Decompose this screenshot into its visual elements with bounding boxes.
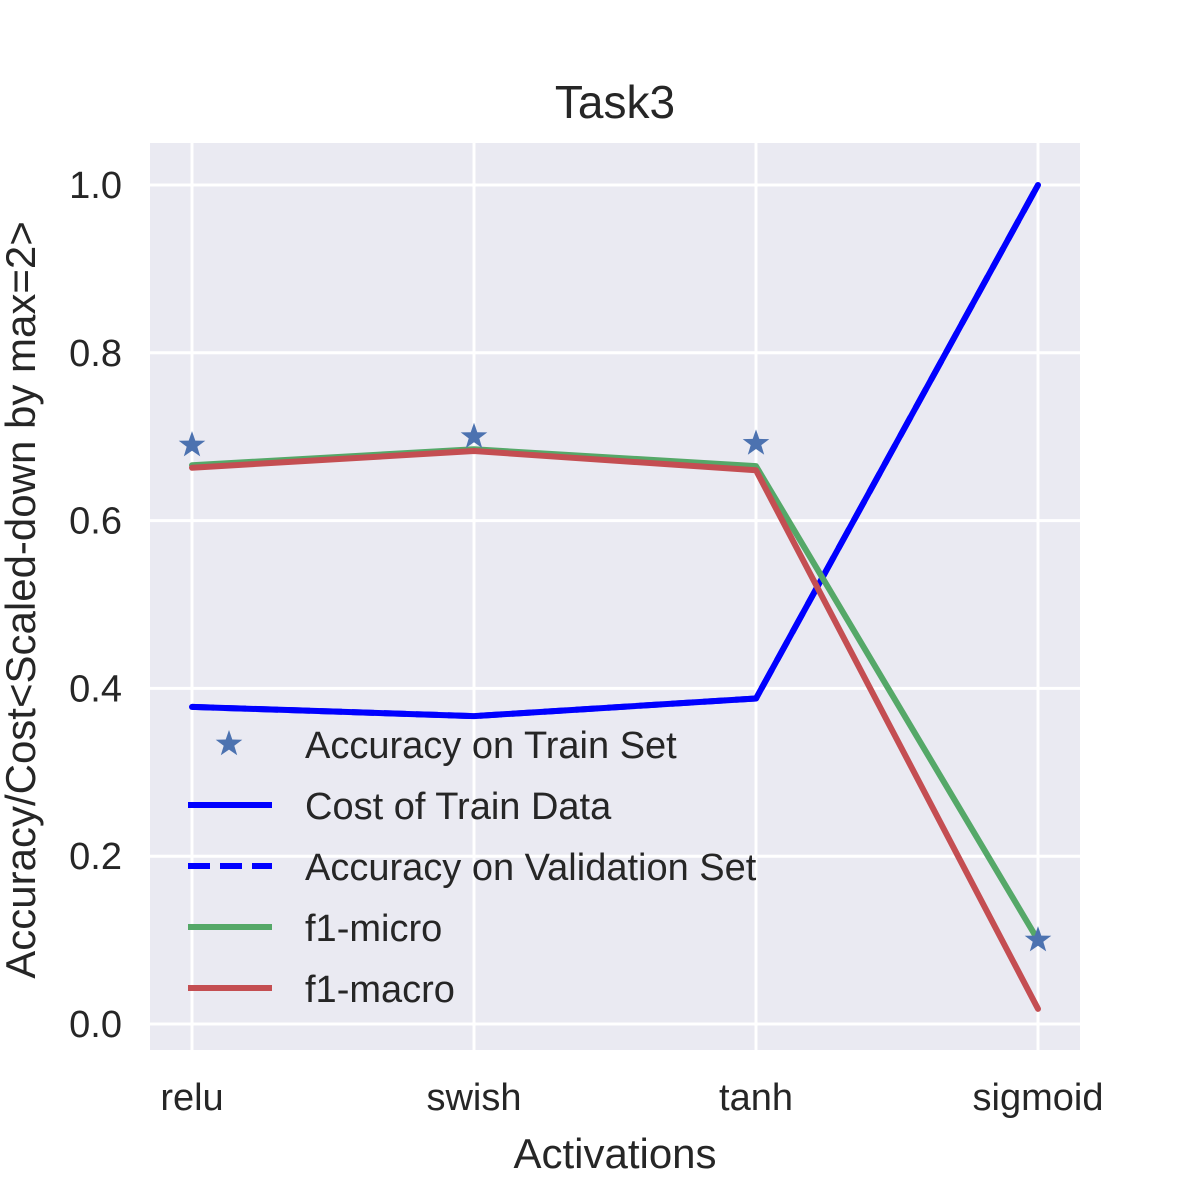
legend-label: Accuracy on Validation Set <box>305 847 757 889</box>
plot-background <box>150 143 1080 1050</box>
legend-label: f1-micro <box>305 908 442 950</box>
x-tick-label: relu <box>160 1077 223 1119</box>
x-tick-label: tanh <box>719 1077 793 1119</box>
legend: Accuracy on Train Set Cost of Train Data A… <box>188 725 757 1011</box>
accuracy-train-star-marker <box>742 429 770 455</box>
series-line-accuracy-on-validation-set <box>191 183 1041 720</box>
y-tick-label: 0.8 <box>69 333 122 375</box>
x-axis-label: Activations <box>513 1130 716 1177</box>
grid <box>150 143 1080 1050</box>
accuracy-train-star-marker <box>460 422 488 448</box>
series-line-f1-macro <box>189 448 1041 1012</box>
accuracy-train-star-marker <box>1024 926 1052 952</box>
legend-label: Cost of Train Data <box>305 786 612 828</box>
y-tick-label: 0.6 <box>69 501 122 543</box>
legend-label: Accuracy on Train Set <box>305 725 677 767</box>
x-tick-label: sigmoid <box>973 1077 1104 1119</box>
y-tick-label: 1.0 <box>69 165 122 207</box>
accuracy-train-star-marker <box>178 431 206 457</box>
y-tick-label: 0.4 <box>69 668 122 710</box>
x-tick-label: swish <box>426 1077 521 1119</box>
y-tick-label: 0.0 <box>69 1004 122 1046</box>
series-layer <box>178 182 1052 1012</box>
legend-star-icon <box>215 730 243 756</box>
tick-labels: relu swish tanh sigmoid 0.0 0.2 0.4 0.6 0.8 1.0 <box>69 165 1103 1119</box>
legend-label: f1-macro <box>305 969 455 1011</box>
y-axis-label: Accuracy/Cost<Scaled-down by max=2> <box>0 221 44 979</box>
chart-title: Task3 <box>555 76 675 128</box>
y-tick-label: 0.2 <box>69 836 122 878</box>
